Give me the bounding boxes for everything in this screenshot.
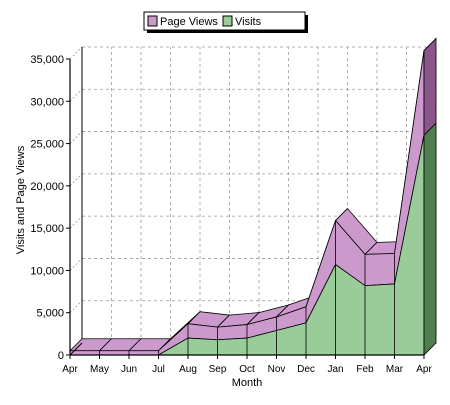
gridline-depth [69, 173, 83, 187]
legend-label-visits: Visits [235, 16, 262, 28]
x-tick-label: Nov [268, 364, 286, 375]
y-tick-label: 5,000 [36, 308, 64, 320]
x-tick-label: Feb [356, 364, 374, 375]
y-tick-label: 25,000 [30, 139, 64, 151]
x-tick-label: Apr [62, 364, 78, 375]
legend-swatch-visits [222, 15, 233, 27]
x-tick-label: Jul [152, 364, 165, 375]
legend: Page Views Visits [143, 11, 308, 33]
x-tick-label: Aug [179, 364, 197, 375]
x-tick-label: Jun [121, 364, 137, 375]
data-areas [69, 37, 437, 356]
legend-swatch-page-views [147, 15, 158, 27]
area-side-page-views [423, 37, 437, 137]
x-tick-label: May [90, 364, 109, 375]
y-tick-label: 0 [58, 350, 64, 362]
x-tick-label: Apr [416, 364, 432, 375]
x-tick-label: Jan [327, 364, 343, 375]
x-tick-label: Oct [239, 364, 255, 375]
x-axis-title: Month [232, 377, 263, 389]
y-axis-title: Visits and Page Views [15, 145, 27, 254]
gridline-depth [69, 131, 83, 144]
gridline-depth [69, 258, 83, 271]
area-side-visits [423, 122, 437, 356]
x-tick-label: Sep [209, 364, 227, 375]
y-tick-label: 30,000 [30, 96, 64, 108]
x-tick-label: Dec [297, 364, 315, 375]
gridline-depth [69, 89, 83, 102]
axis-depth-edge [69, 342, 83, 356]
y-tick-label: 15,000 [30, 223, 64, 235]
x-tick-label: Mar [386, 364, 404, 375]
y-tick-label: 20,000 [30, 181, 64, 193]
gridline-depth [69, 46, 83, 60]
legend-label-page-views: Page Views [160, 16, 218, 28]
axes: 0 5,000 10,000 15,000 20,000 25,000 30,000 35,0… [30, 54, 432, 375]
y-tick-label: 10,000 [30, 265, 64, 277]
gridline-depth [69, 215, 83, 229]
y-tick-label: 35,000 [30, 54, 64, 66]
gridline-depth [69, 300, 83, 313]
